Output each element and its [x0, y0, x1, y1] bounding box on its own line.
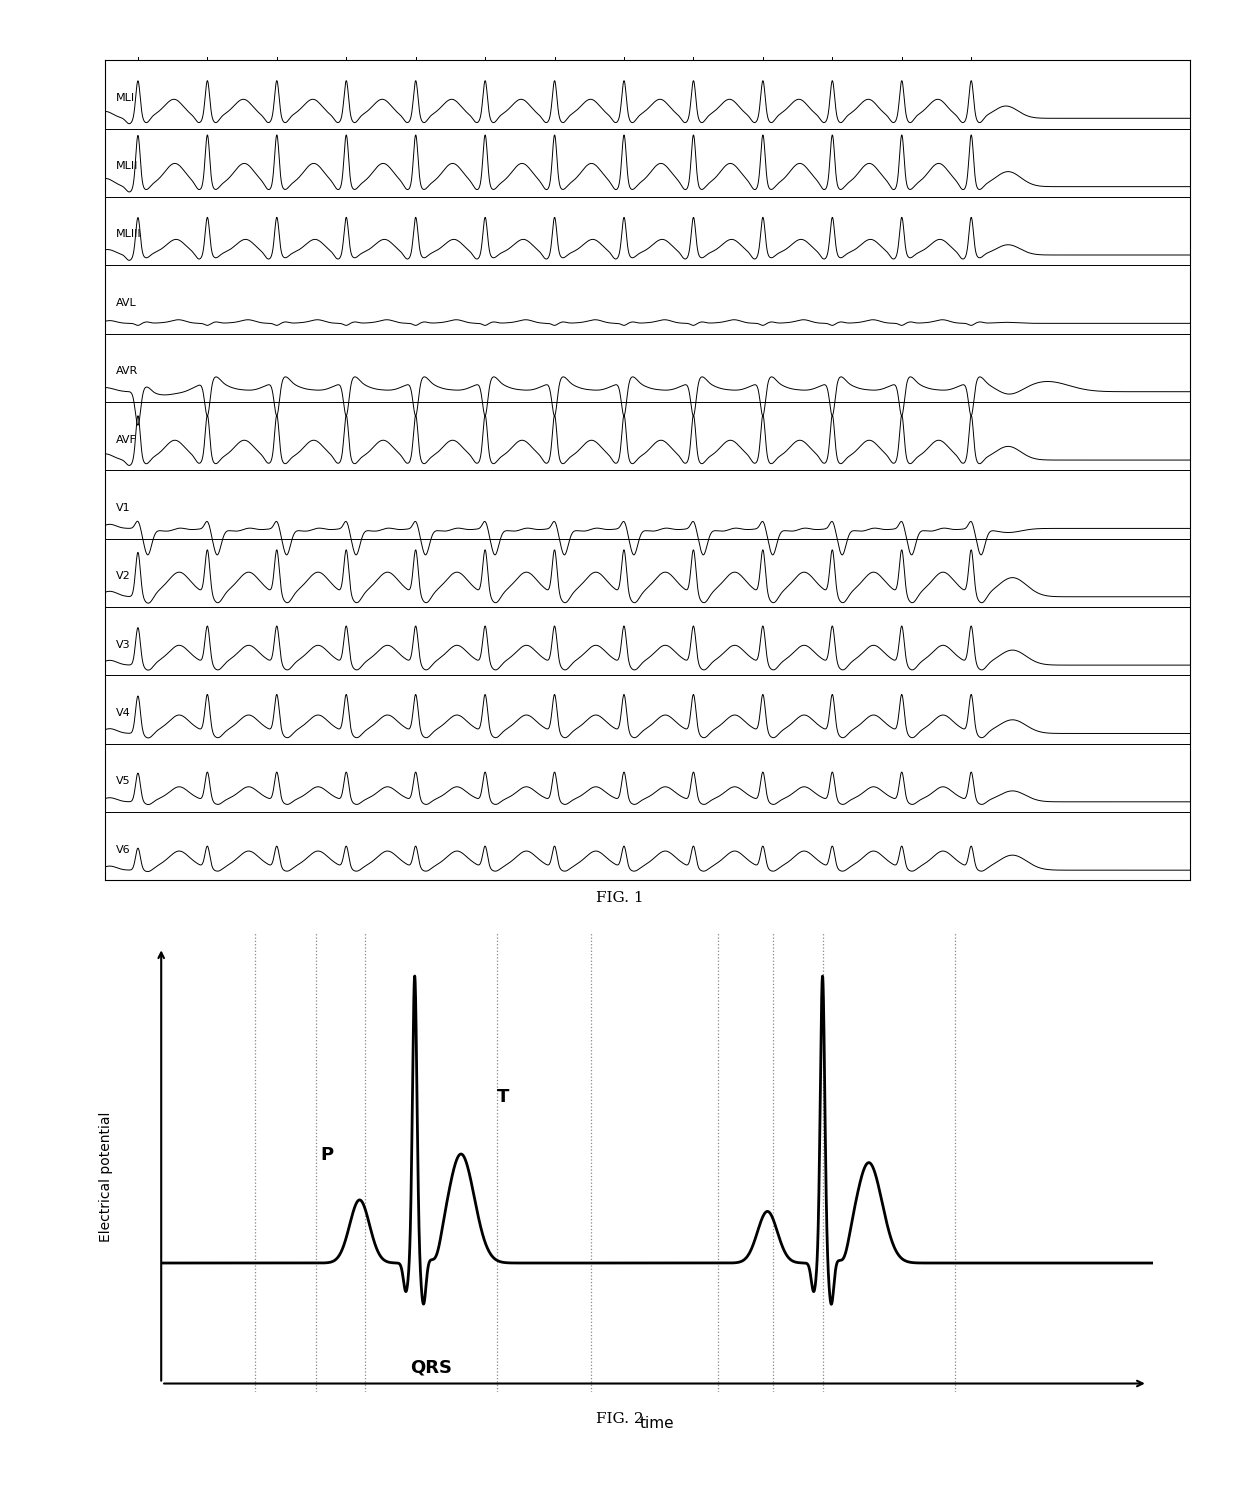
Text: V6: V6 — [117, 844, 131, 855]
Text: P: P — [320, 1145, 334, 1163]
Text: V2: V2 — [117, 572, 131, 581]
Text: MLII: MLII — [117, 161, 139, 172]
Text: MLI: MLI — [117, 93, 135, 102]
Text: AVF: AVF — [117, 435, 138, 444]
Text: FIG. 1: FIG. 1 — [596, 891, 644, 905]
Text: V5: V5 — [117, 777, 131, 786]
Text: AVL: AVL — [117, 298, 136, 309]
Text: time: time — [640, 1416, 675, 1431]
Text: V3: V3 — [117, 640, 131, 650]
Text: AVR: AVR — [117, 366, 139, 376]
Text: V1: V1 — [117, 503, 131, 513]
Text: MLIII: MLIII — [117, 229, 141, 239]
Text: V4: V4 — [117, 707, 131, 718]
Text: QRS: QRS — [410, 1358, 453, 1376]
Text: FIG. 2: FIG. 2 — [596, 1412, 644, 1425]
Text: T: T — [497, 1088, 510, 1106]
Text: Electrical potential: Electrical potential — [99, 1112, 113, 1242]
